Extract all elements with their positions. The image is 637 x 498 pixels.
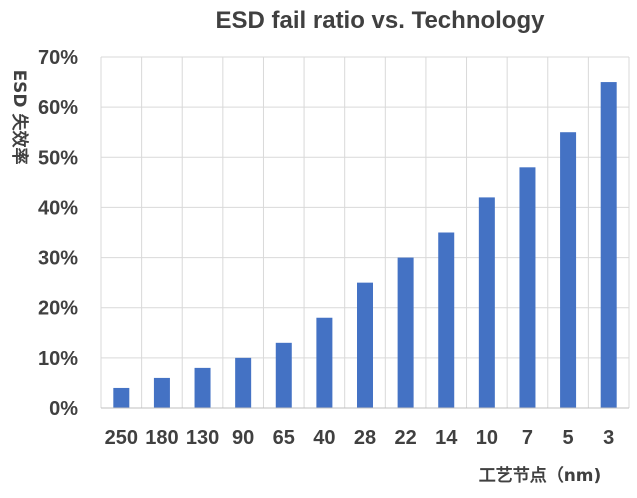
bar <box>275 342 292 408</box>
chart-title: ESD fail ratio vs. Technology <box>216 7 546 34</box>
x-tick-label: 28 <box>354 427 376 449</box>
x-tick-label: 22 <box>394 427 416 449</box>
x-tick-label: 130 <box>186 427 219 449</box>
x-tick-label: 7 <box>522 427 533 449</box>
gridlines <box>100 56 630 408</box>
bar <box>600 82 617 409</box>
x-tick-labels: 250 180 130 90 65 40 28 22 14 10 7 5 3 <box>105 427 615 449</box>
y-tick-label: 30% <box>38 248 78 270</box>
y-tick-labels: 0% 10% 20% 30% 40% 50% 60% 70% <box>38 47 78 420</box>
bar <box>153 377 170 408</box>
x-tick-label: 14 <box>435 427 458 449</box>
bar <box>357 282 373 408</box>
y-tick-label: 20% <box>38 298 78 320</box>
y-tick-label: 50% <box>38 147 78 169</box>
x-tick-label: 250 <box>105 427 138 449</box>
x-axis-label: 工艺节点（nm) <box>479 465 602 486</box>
x-tick-label: 180 <box>145 427 178 449</box>
y-tick-label: 60% <box>38 97 78 119</box>
y-tick-label: 70% <box>38 47 78 69</box>
y-axis-label: ESD 失效率 <box>9 70 30 165</box>
x-tick-label: 90 <box>232 427 254 449</box>
x-tick-label: 65 <box>273 427 295 449</box>
x-tick-label: 3 <box>603 427 614 449</box>
y-tick-label: 40% <box>38 197 78 219</box>
bar <box>519 167 536 408</box>
x-tick-label: 40 <box>313 427 335 449</box>
bars <box>113 82 617 409</box>
x-tick-label: 5 <box>563 427 574 449</box>
y-tick-label: 10% <box>38 348 78 370</box>
bar <box>194 367 211 408</box>
y-tick-label: 0% <box>49 398 78 420</box>
bar <box>478 197 495 408</box>
bar <box>438 232 455 408</box>
x-tick-label: 10 <box>476 427 498 449</box>
bar <box>397 257 414 408</box>
bar <box>235 357 252 408</box>
bar <box>113 387 130 408</box>
bar <box>316 317 333 408</box>
bar <box>560 132 577 408</box>
